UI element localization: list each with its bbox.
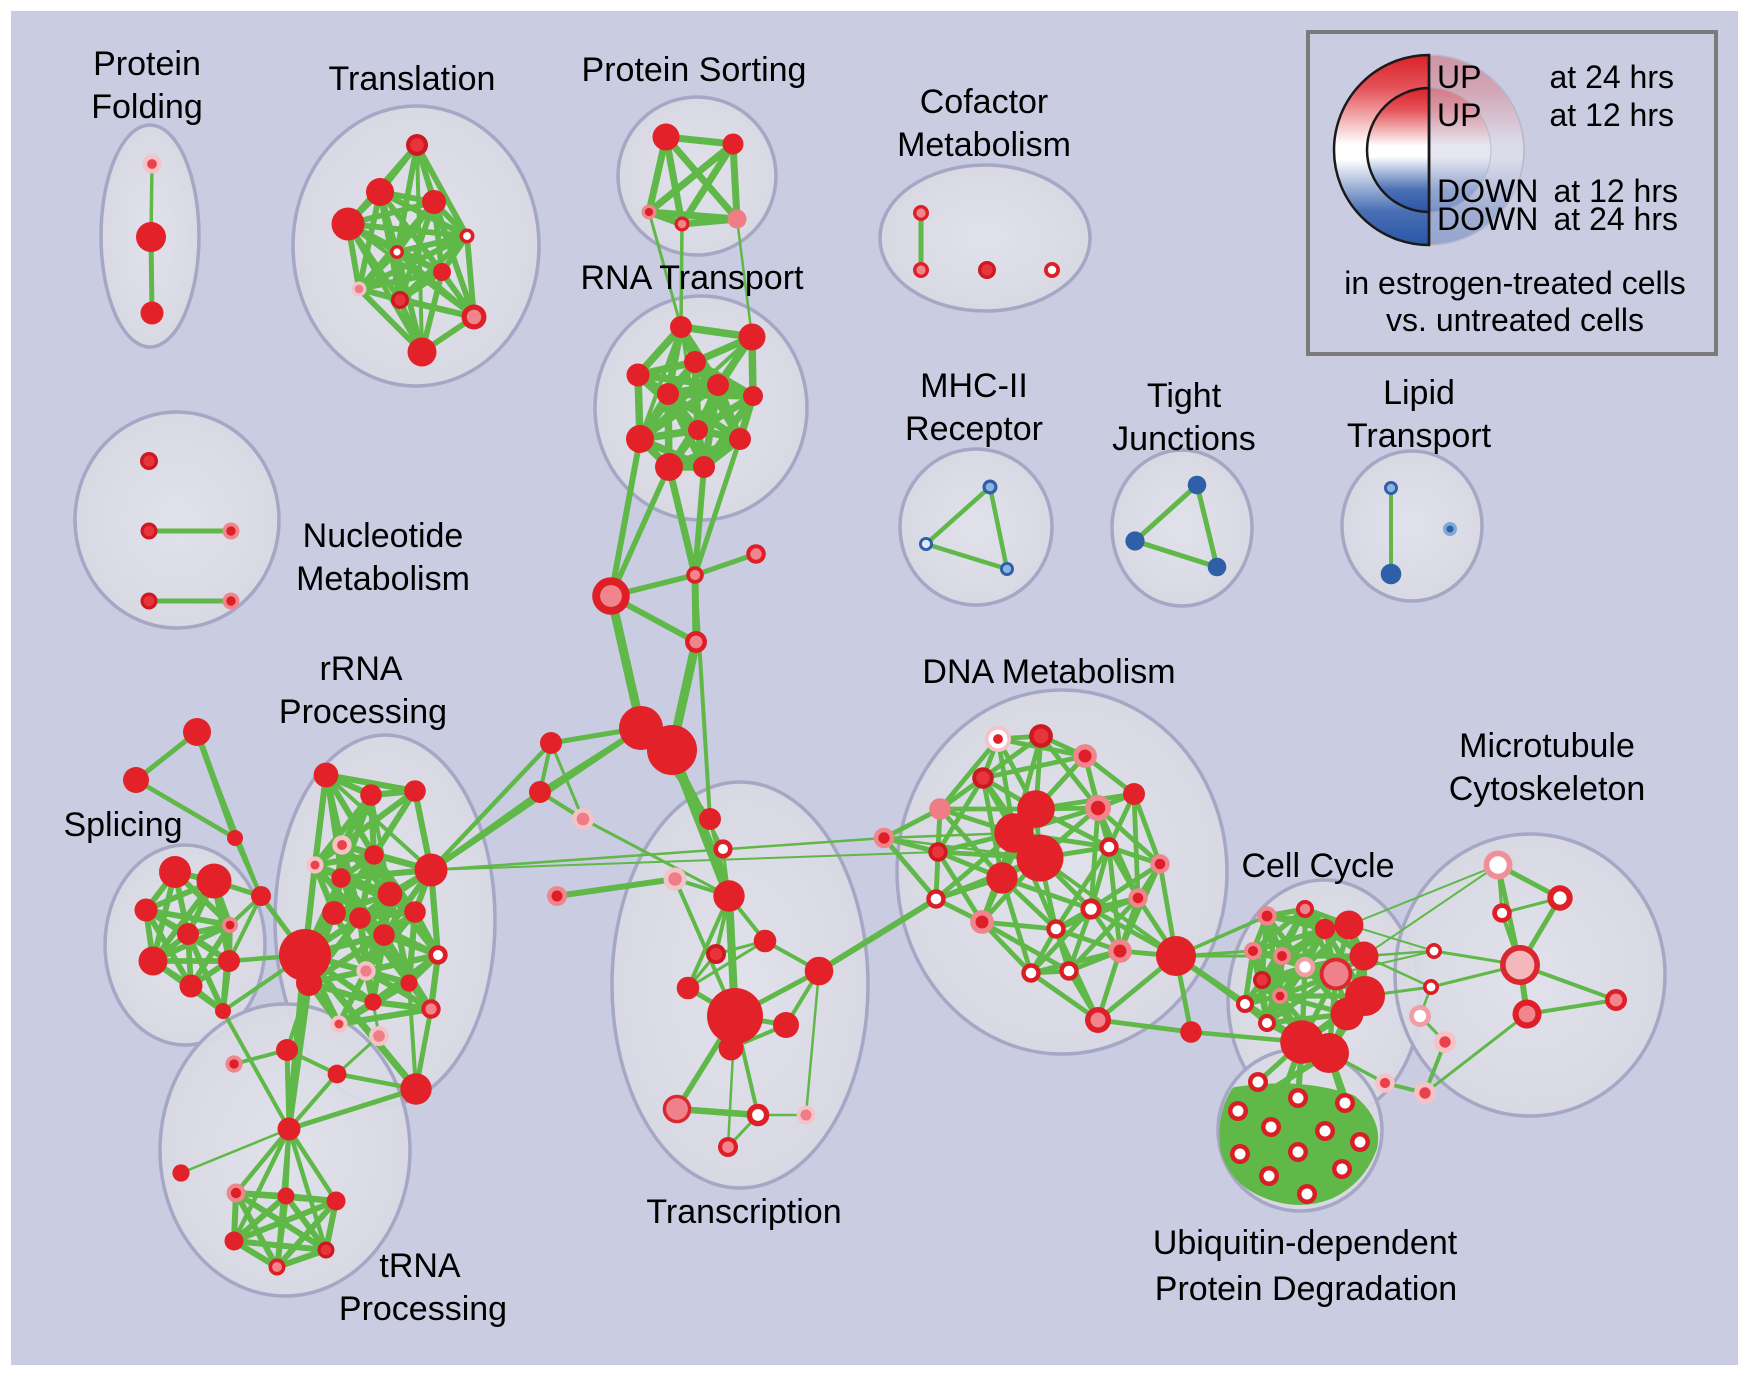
svg-text:Splicing: Splicing [63, 806, 182, 844]
svg-text:Protein Sorting: Protein Sorting [582, 51, 807, 89]
svg-text:at 24 hrs: at 24 hrs [1549, 59, 1674, 95]
svg-text:Tight: Tight [1147, 377, 1222, 415]
svg-text:Cytoskeleton: Cytoskeleton [1449, 770, 1646, 808]
svg-text:UP: UP [1437, 97, 1481, 133]
svg-text:Folding: Folding [91, 88, 203, 126]
svg-text:tRNA: tRNA [379, 1247, 461, 1285]
svg-text:Protein: Protein [93, 45, 201, 83]
svg-text:Transcription: Transcription [646, 1193, 841, 1231]
svg-text:vs. untreated cells: vs. untreated cells [1386, 302, 1644, 338]
svg-text:UP: UP [1437, 59, 1481, 95]
svg-text:Processing: Processing [279, 693, 447, 731]
svg-text:at 12 hrs: at 12 hrs [1549, 97, 1674, 133]
svg-text:Microtubule: Microtubule [1459, 727, 1635, 765]
svg-text:Translation: Translation [329, 60, 496, 98]
svg-text:at 24 hrs: at 24 hrs [1553, 201, 1678, 237]
svg-text:DOWN: DOWN [1437, 201, 1538, 237]
svg-text:DOWN: DOWN [1437, 173, 1538, 209]
svg-text:rRNA: rRNA [319, 650, 402, 688]
svg-text:at 12 hrs: at 12 hrs [1553, 173, 1678, 209]
svg-text:Cofactor: Cofactor [920, 83, 1049, 121]
svg-text:Junctions: Junctions [1112, 420, 1256, 458]
svg-text:in estrogen-treated cells: in estrogen-treated cells [1344, 265, 1686, 301]
svg-text:Lipid: Lipid [1383, 374, 1455, 412]
svg-text:Metabolism: Metabolism [897, 126, 1071, 164]
svg-text:Protein Degradation: Protein Degradation [1155, 1270, 1457, 1308]
svg-text:Metabolism: Metabolism [296, 560, 470, 598]
svg-text:Ubiquitin-dependent: Ubiquitin-dependent [1153, 1224, 1458, 1262]
svg-text:Processing: Processing [339, 1290, 507, 1328]
svg-text:Receptor: Receptor [905, 410, 1043, 448]
svg-text:DNA Metabolism: DNA Metabolism [922, 653, 1175, 691]
svg-text:Transport: Transport [1347, 417, 1492, 455]
svg-text:MHC-II: MHC-II [920, 367, 1028, 405]
svg-text:Nucleotide: Nucleotide [303, 517, 464, 555]
svg-text:Cell Cycle: Cell Cycle [1241, 847, 1394, 885]
svg-text:RNA Transport: RNA Transport [581, 259, 805, 297]
